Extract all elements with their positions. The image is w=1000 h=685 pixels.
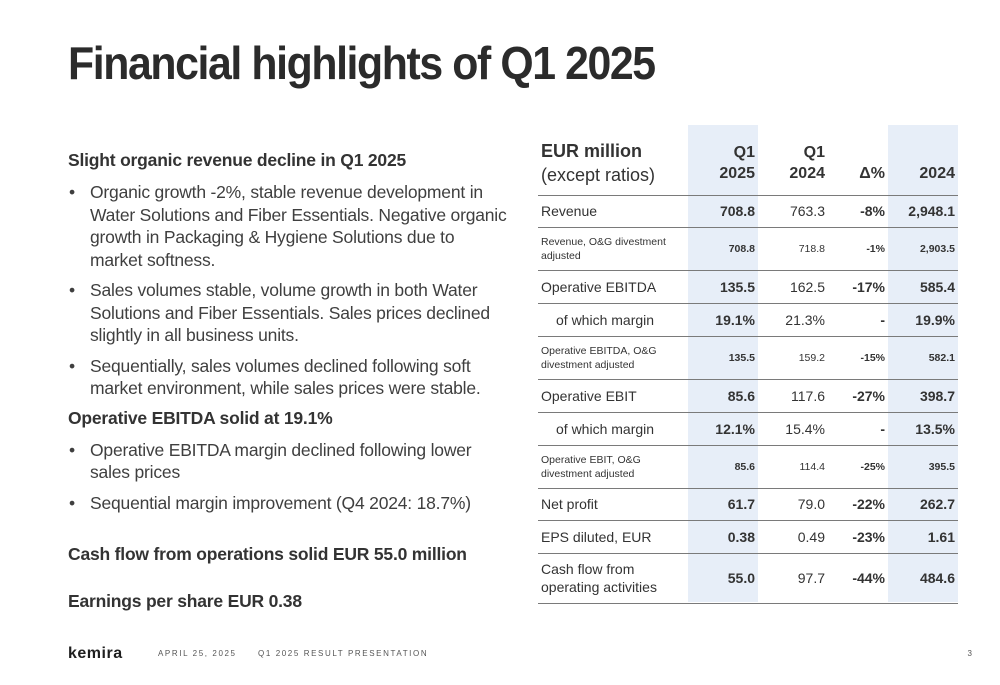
cell-delta: -27% bbox=[852, 387, 885, 404]
cell-2024: 585.4 bbox=[919, 278, 955, 295]
row-label: of which margin bbox=[556, 311, 655, 328]
cell-q1-2025: 19.1% bbox=[715, 311, 755, 328]
bullet-item: Sequential margin improvement (Q4 2024: … bbox=[68, 492, 508, 515]
cell-delta: -44% bbox=[852, 570, 885, 586]
footer-presentation-name: Q1 2025 RESULT PRESENTATION bbox=[258, 649, 429, 658]
cell-delta: -1% bbox=[866, 242, 885, 255]
table-row: Net profit 61.7 79.0 -22% 262.7 bbox=[538, 488, 958, 520]
header-q1-2024: Q1 2024 bbox=[789, 143, 825, 182]
cashflow-heading: Cash flow from operations solid EUR 55.0… bbox=[68, 544, 467, 564]
cell-q1-2024: 97.7 bbox=[797, 570, 825, 586]
cell-q1-2024: 79.0 bbox=[797, 496, 825, 512]
cell-2024: 2,903.5 bbox=[919, 242, 955, 255]
cell-q1-2024: 159.2 bbox=[798, 351, 825, 364]
row-label: EPS diluted, EUR bbox=[541, 528, 652, 545]
cell-delta: -23% bbox=[852, 528, 885, 545]
cell-2024: 13.5% bbox=[915, 420, 955, 437]
cell-2024: 262.7 bbox=[919, 496, 955, 512]
row-label: of which margin bbox=[556, 420, 655, 437]
header-q1-2025: Q1 2025 bbox=[719, 143, 755, 182]
bullet-item: Operative EBITDA margin declined followi… bbox=[68, 439, 508, 484]
table-row: EPS diluted, EUR 0.38 0.49 -23% 1.61 bbox=[538, 520, 958, 553]
row-label: Operative EBIT bbox=[541, 387, 637, 404]
cell-2024: 395.5 bbox=[928, 460, 955, 473]
cell-q1-2025: 85.6 bbox=[734, 460, 755, 473]
cell-q1-2025: 708.8 bbox=[719, 203, 755, 219]
bullet-item: Sales volumes stable, volume growth in b… bbox=[68, 279, 508, 347]
highlights-text: Slight organic revenue decline in Q1 202… bbox=[68, 150, 508, 522]
table-row: Revenue, O&G divestment adjusted 708.8 7… bbox=[538, 227, 958, 270]
bullet-item: Organic growth -2%, stable revenue devel… bbox=[68, 181, 508, 271]
revenue-bullets: Organic growth -2%, stable revenue devel… bbox=[68, 181, 508, 400]
row-label: Operative EBITDA, O&G divestment adjuste… bbox=[541, 344, 657, 371]
table-row: Revenue 708.8 763.3 -8% 2,948.1 bbox=[538, 195, 958, 227]
cell-q1-2025: 135.5 bbox=[719, 278, 755, 295]
ebitda-heading: Operative EBITDA solid at 19.1% bbox=[68, 407, 333, 428]
header-unit-note: (except ratios) bbox=[541, 164, 656, 185]
table-header-row: EUR million (except ratios) Q1 2025 Q1 202… bbox=[538, 125, 958, 195]
cell-2024: 484.6 bbox=[919, 570, 955, 586]
row-label: Net profit bbox=[541, 496, 598, 512]
header-delta: Δ% bbox=[859, 164, 885, 182]
q1-2025-column-highlight bbox=[688, 125, 758, 602]
eps-heading: Earnings per share EUR 0.38 bbox=[68, 591, 302, 611]
cell-delta: -17% bbox=[852, 278, 885, 295]
revenue-heading: Slight organic revenue decline in Q1 202… bbox=[68, 150, 407, 170]
cell-2024: 2,948.1 bbox=[908, 203, 955, 219]
row-label: Cash flow from operating activities bbox=[541, 561, 657, 595]
cell-2024: 1.61 bbox=[927, 528, 955, 545]
table-row: of which margin 12.1% 15.4% - 13.5% bbox=[538, 412, 958, 445]
cell-q1-2024: 0.49 bbox=[797, 528, 825, 545]
table-row: Operative EBITDA, O&G divestment adjuste… bbox=[538, 336, 958, 379]
financials-table: EUR million (except ratios) Q1 2025 Q1 202… bbox=[538, 125, 958, 604]
cell-delta: -22% bbox=[852, 496, 885, 512]
cell-q1-2024: 117.6 bbox=[791, 387, 825, 404]
header-label: EUR million (except ratios) bbox=[538, 125, 688, 195]
header-2024: 2024 bbox=[919, 164, 955, 182]
page-number: 3 bbox=[967, 649, 972, 658]
row-label: Revenue bbox=[541, 203, 598, 219]
cell-q1-2025: 135.5 bbox=[728, 351, 755, 364]
cell-2024: 582.1 bbox=[928, 351, 955, 364]
cell-q1-2025: 708.8 bbox=[728, 242, 755, 255]
kemira-logo: kemira bbox=[68, 645, 123, 662]
slide-footer: kemira APRIL 25, 2025 Q1 2025 RESULT PRE… bbox=[0, 645, 1000, 665]
cell-q1-2024: 763.3 bbox=[789, 203, 825, 219]
row-label: Operative EBITDA bbox=[541, 278, 657, 295]
cell-delta: -8% bbox=[860, 203, 885, 219]
cell-2024: 19.9% bbox=[915, 311, 955, 328]
year-2024-column-highlight bbox=[888, 125, 958, 602]
cell-q1-2024: 114.4 bbox=[799, 460, 826, 473]
row-label: Revenue, O&G divestment adjusted bbox=[541, 235, 666, 262]
table-row: Operative EBITDA 135.5 162.5 -17% 585.4 bbox=[538, 270, 958, 303]
cell-delta: - bbox=[880, 311, 885, 328]
financials-table-wrap: EUR million (except ratios) Q1 2025 Q1 202… bbox=[538, 125, 958, 604]
cell-delta: -15% bbox=[860, 351, 885, 364]
cell-q1-2024: 162.5 bbox=[789, 278, 825, 295]
cell-q1-2024: 15.4% bbox=[785, 420, 825, 437]
cell-q1-2025: 61.7 bbox=[727, 496, 755, 512]
slide-title: Financial highlights of Q1 2025 bbox=[68, 37, 656, 89]
cell-q1-2025: 12.1% bbox=[715, 420, 755, 437]
cell-q1-2025: 0.38 bbox=[727, 528, 755, 545]
table-row: Operative EBIT 85.6 117.6 -27% 398.7 bbox=[538, 379, 958, 412]
cell-delta: - bbox=[880, 420, 885, 437]
bullet-item: Sequentially, sales volumes declined fol… bbox=[68, 355, 508, 400]
row-label: Operative EBIT, O&G divestment adjusted bbox=[541, 453, 641, 480]
footer-date: APRIL 25, 2025 bbox=[158, 649, 237, 658]
table-row: Operative EBIT, O&G divestment adjusted … bbox=[538, 445, 958, 488]
table-row: Cash flow from operating activities 55.0… bbox=[538, 553, 958, 603]
cell-2024: 398.7 bbox=[919, 387, 955, 404]
cell-q1-2024: 21.3% bbox=[785, 311, 825, 328]
table-row: of which margin 19.1% 21.3% - 19.9% bbox=[538, 303, 958, 336]
header-unit: EUR million bbox=[541, 140, 643, 161]
cell-q1-2024: 718.8 bbox=[798, 242, 825, 255]
cell-delta: -25% bbox=[860, 460, 885, 473]
cell-q1-2025: 85.6 bbox=[727, 387, 755, 404]
ebitda-bullets: Operative EBITDA margin declined followi… bbox=[68, 439, 508, 515]
cell-q1-2025: 55.0 bbox=[727, 570, 755, 586]
